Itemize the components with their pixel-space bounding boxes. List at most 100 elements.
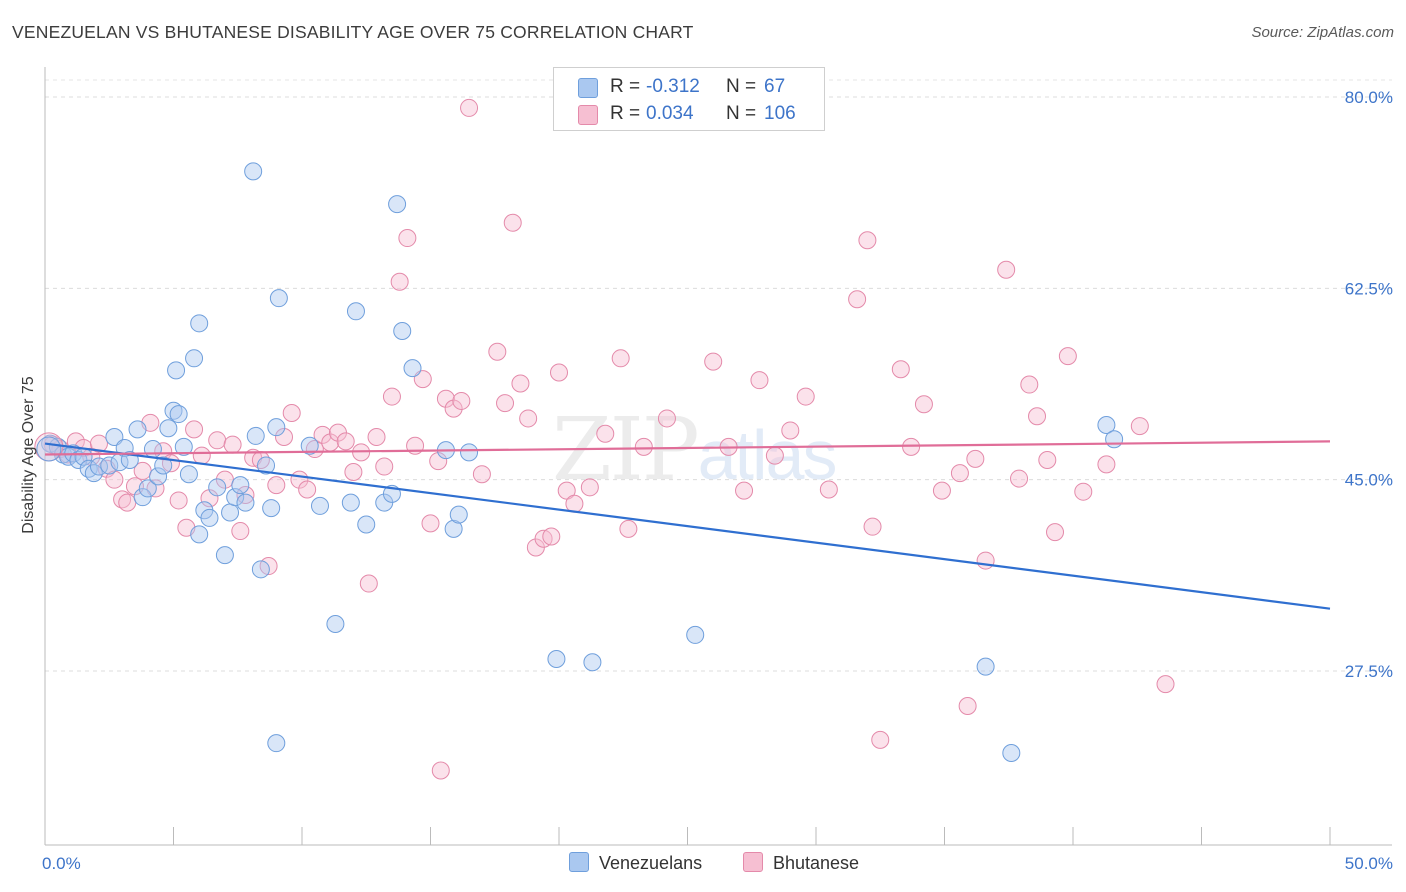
venezuelans-trend-line xyxy=(44,442,1331,610)
venezuelans-point xyxy=(100,456,119,475)
venezuelans-point xyxy=(208,478,227,497)
bhutanese-point xyxy=(796,387,815,406)
bhutanese-point xyxy=(105,470,124,489)
venezuelans-point xyxy=(164,401,183,420)
venezuelans-point xyxy=(143,440,162,459)
bhutanese-point xyxy=(208,431,227,450)
bhutanese-point xyxy=(914,395,933,414)
bhutanese-point xyxy=(398,229,417,248)
bhutanese-point xyxy=(519,409,538,428)
bhutanese-point xyxy=(503,213,522,232)
bottom-legend-venezuelans: Venezuelans xyxy=(569,852,702,874)
venezuelans-point xyxy=(105,428,124,447)
venezuelans-point xyxy=(128,420,147,439)
bhutanese-point xyxy=(298,480,317,499)
venezuelans-point xyxy=(300,436,319,455)
venezuelans-point xyxy=(310,496,329,515)
bhutanese-point xyxy=(1010,469,1029,488)
venezuelans-point xyxy=(246,426,265,445)
bhutanese-point xyxy=(1020,375,1039,394)
venezuelans-point xyxy=(179,465,198,484)
legend-row-bhutanese: R = 0.034 N = 106 xyxy=(554,101,824,127)
bottom-legend-swatch-venezuelans xyxy=(569,852,589,872)
bhutanese-point xyxy=(223,435,242,454)
bhutanese-point xyxy=(735,481,754,500)
bhutanese-point xyxy=(750,371,769,390)
bhutanese-point xyxy=(305,440,324,459)
venezuelans-point xyxy=(215,546,234,565)
bhutanese-point xyxy=(444,399,463,418)
venezuelans-point xyxy=(59,447,78,466)
venezuelans-point xyxy=(174,437,193,456)
bottom-legend-bhutanese: Bhutanese xyxy=(743,852,859,874)
bhutanese-point xyxy=(390,272,409,291)
bhutanese-point xyxy=(891,360,910,379)
bhutanese-point xyxy=(1074,482,1093,501)
venezuelans-point xyxy=(346,302,365,321)
tick-labels: 27.5% 45.0% 62.5% 80.0% 0.0% 50.0% xyxy=(42,88,1393,873)
bhutanese-point xyxy=(619,519,638,538)
bhutanese-point xyxy=(580,478,599,497)
venezuelans-point xyxy=(388,195,407,214)
bhutanese-point xyxy=(421,514,440,533)
venezuelans-point xyxy=(403,359,422,378)
bhutanese-point xyxy=(1046,523,1065,542)
venezuelans-point xyxy=(154,456,173,475)
bhutanese-point xyxy=(958,696,977,715)
bhutanese-point xyxy=(359,574,378,593)
venezuelans-point xyxy=(262,499,281,518)
bhutanese-point xyxy=(460,98,479,117)
venezuelans-point xyxy=(267,734,286,753)
bhutanese-point xyxy=(413,370,432,389)
bhutanese-point xyxy=(436,389,455,408)
bhutanese-point xyxy=(472,465,491,484)
venezuelans-point xyxy=(257,456,276,475)
venezuelans-point xyxy=(149,467,168,486)
venezuelans-point xyxy=(1105,430,1124,449)
bhutanese-point xyxy=(89,434,108,453)
bhutanese-point xyxy=(313,425,332,444)
correlation-legend: R = -0.312 N = 67 R = 0.034 N = 106 xyxy=(553,67,825,131)
venezuelans-point xyxy=(138,479,157,498)
bhutanese-point xyxy=(185,420,204,439)
venezuelans-point xyxy=(200,508,219,527)
y-tick-label: 45.0% xyxy=(1345,471,1393,490)
venezuelans-point xyxy=(1097,416,1116,434)
bottom-legend-label: Venezuelans xyxy=(599,853,703,873)
legend-swatch-bhutanese xyxy=(578,105,598,125)
venezuelans-point xyxy=(231,476,250,495)
bhutanese-point xyxy=(565,494,584,513)
venezuelans-point xyxy=(326,614,345,633)
watermark-atlas: atlas xyxy=(697,416,838,494)
bhutanese-point xyxy=(1130,417,1149,436)
bhutanese-point xyxy=(765,446,784,465)
bhutanese-point xyxy=(657,409,676,428)
venezuelans-point xyxy=(169,405,188,424)
bhutanese-point xyxy=(336,432,355,451)
bhutanese-point xyxy=(534,529,553,548)
venezuelans-point xyxy=(251,560,270,579)
trend-lines xyxy=(44,440,1331,610)
legend-r-value: -0.312 xyxy=(646,76,700,97)
bhutanese-point xyxy=(848,290,867,309)
venezuelans-point xyxy=(185,349,204,368)
bhutanese-point xyxy=(118,493,137,512)
bhutanese-point xyxy=(146,479,165,498)
bhutanese-point xyxy=(596,424,615,443)
legend-r-label: R = xyxy=(610,76,641,97)
venezuelans-point xyxy=(190,525,209,544)
bhutanese-point xyxy=(275,428,294,447)
y-axis-label: Disability Age Over 75 xyxy=(20,376,37,534)
axes xyxy=(44,67,1392,846)
bhutanese-point xyxy=(488,342,507,361)
venezuelans-point xyxy=(976,657,995,676)
legend-n-label: N = xyxy=(726,76,757,97)
bhutanese-point xyxy=(997,260,1016,279)
venezuelans-point xyxy=(393,321,412,340)
legend-row-venezuelans: R = -0.312 N = 67 xyxy=(554,74,824,100)
venezuelans-point xyxy=(221,503,240,522)
venezuelans-point xyxy=(357,515,376,534)
bhutanese-point xyxy=(66,432,85,451)
bhutanese-point xyxy=(542,527,561,546)
bhutanese-point xyxy=(113,490,132,509)
